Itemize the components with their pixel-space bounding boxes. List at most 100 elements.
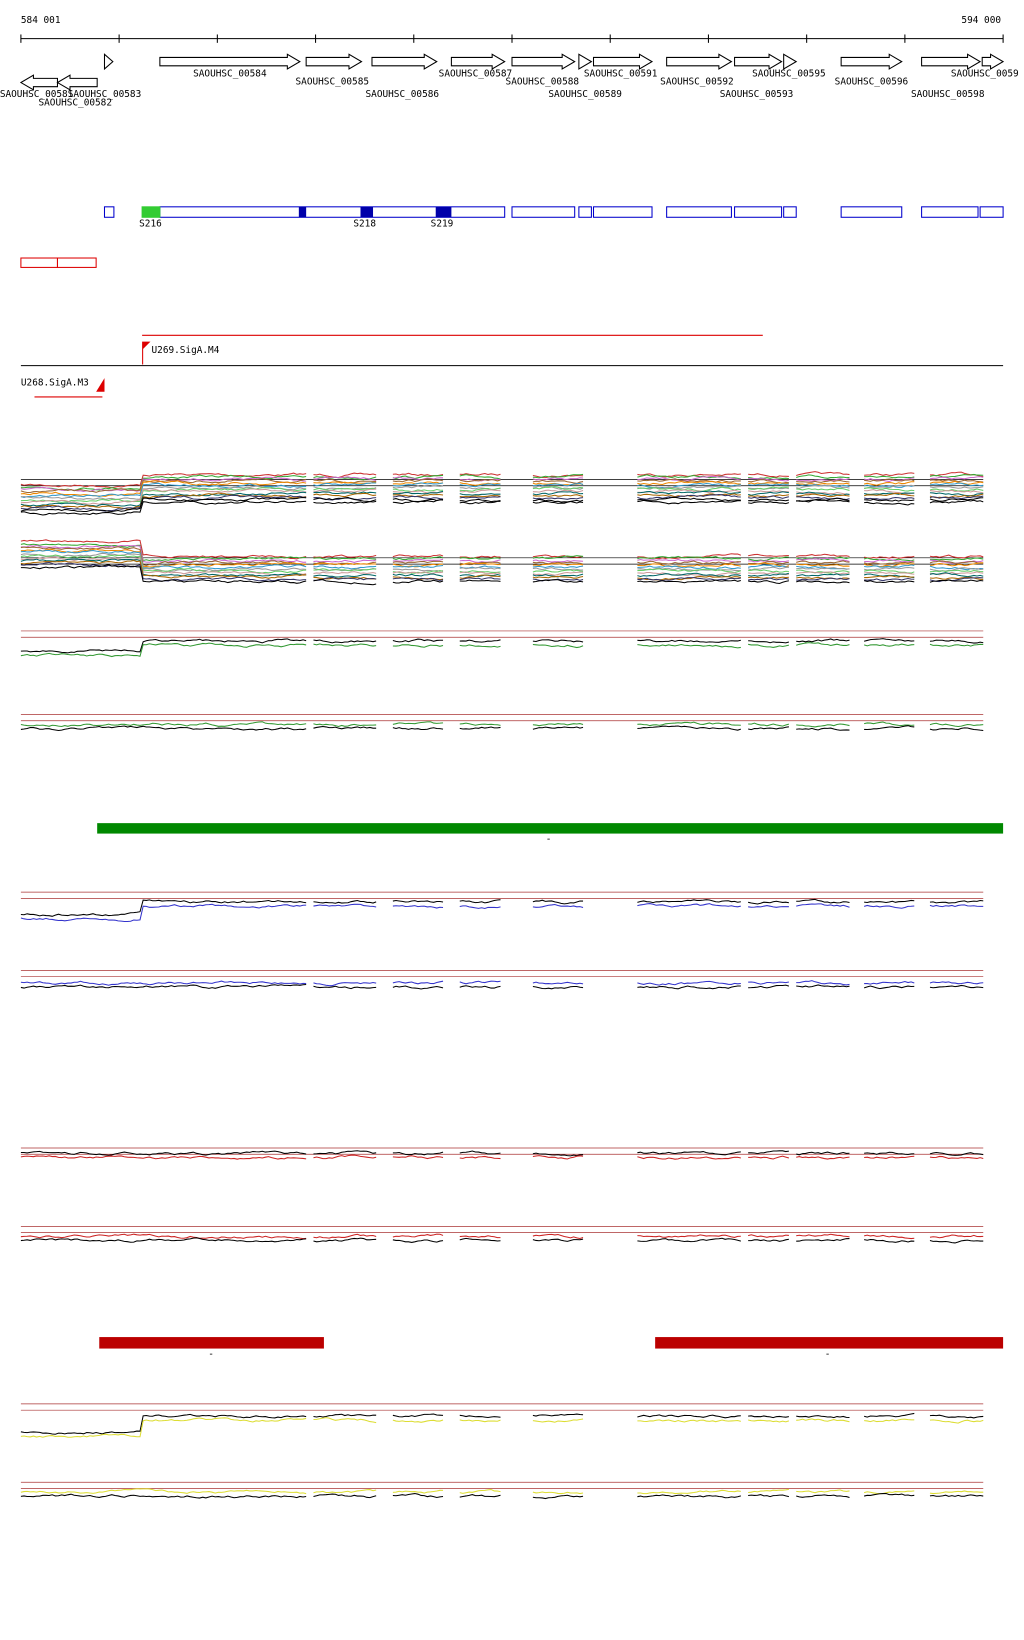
antisense-box [20,257,58,268]
expression-line [929,492,984,497]
expression-line [796,477,850,482]
expression-line [392,727,444,731]
expression-line [929,1490,984,1495]
expression-line [637,1237,741,1243]
expression-line [20,539,307,560]
expression-line [20,549,307,570]
segment-box [783,206,797,218]
expression-line [929,557,984,561]
expression-line [532,643,584,649]
expression-line [459,562,501,566]
expression-line [20,899,307,917]
expression-line [392,1493,444,1499]
expression-line [637,493,741,500]
expression-line [459,479,501,483]
expression-line [532,494,584,497]
expression-line [20,1413,307,1435]
expression-line [20,638,307,654]
expression-line [392,490,444,494]
expression-line [748,984,790,989]
expression-line [313,556,377,561]
expression-line [929,572,984,578]
expression-line [929,476,984,480]
expression-line [929,722,984,728]
expression-line [532,1155,584,1160]
expression-line [864,1238,915,1243]
expression-line [863,580,915,583]
expression-line [796,984,850,988]
expression-line [863,561,915,565]
segment-fill [298,206,307,218]
expression-line [459,1155,501,1160]
expression-line [459,474,501,480]
expression-line [392,1413,444,1418]
expression-line [313,1233,377,1239]
expression-line [20,488,307,505]
gene-arrow [103,53,114,71]
expression-line [929,579,984,583]
expression-line [929,1155,984,1160]
expression-line [796,723,850,728]
segment-label: S218 [353,219,376,230]
expression-line [532,500,584,504]
expression-line [459,1150,501,1155]
expression-line [929,554,984,559]
segment-fill [435,206,452,218]
expression-line [748,482,789,485]
gene-arrow [840,53,903,70]
expression-line [532,473,584,479]
expression-line [796,1489,850,1494]
segment-box [103,206,115,218]
expression-line [796,567,850,570]
expression-line [796,479,850,483]
expression-line [313,565,377,570]
gene-label: SAOUHSC_00582 [38,98,112,109]
expression-line [459,487,501,492]
expression-line [637,721,741,727]
expression-line [748,572,790,577]
expression-line [864,577,915,582]
expression-line [532,477,584,481]
expression-line [748,1155,790,1160]
expression-line [313,472,377,479]
expression-line [796,487,850,491]
expression-line [929,488,984,492]
condition-label: - [208,1349,214,1360]
segment-fill [141,206,161,218]
expression-line [392,577,444,582]
expression-line [929,480,984,485]
expression-line [20,476,307,493]
expression-line [748,577,790,581]
expression-line [929,571,984,576]
expression-line [20,984,307,989]
expression-line [796,1415,850,1419]
expression-line [313,562,377,566]
expression-line [313,903,377,908]
expression-line [392,1239,444,1243]
segment-box [666,206,732,218]
expression-line [313,482,377,487]
gene-arrow [578,53,593,70]
expression-line [748,1488,789,1494]
expression-line [392,1419,444,1423]
expression-line [313,1154,377,1160]
expression-line [864,572,915,575]
expression-line [20,725,307,732]
expression-line [748,561,789,565]
expression-line [532,1413,584,1417]
expression-line [459,483,501,488]
expression-line [532,491,584,496]
expression-line [459,489,501,493]
expression-line [864,501,915,506]
expression-line [637,568,741,574]
expression-line [392,485,444,489]
expression-line [796,1151,850,1156]
expression-line [20,1493,307,1499]
expression-line [864,569,915,574]
expression-line [796,980,850,986]
expression-line [392,556,444,561]
expression-line [459,1494,501,1498]
gene-label: SAOUHSC_00595 [752,68,826,79]
expression-line [864,721,915,726]
expression-line [392,644,444,648]
